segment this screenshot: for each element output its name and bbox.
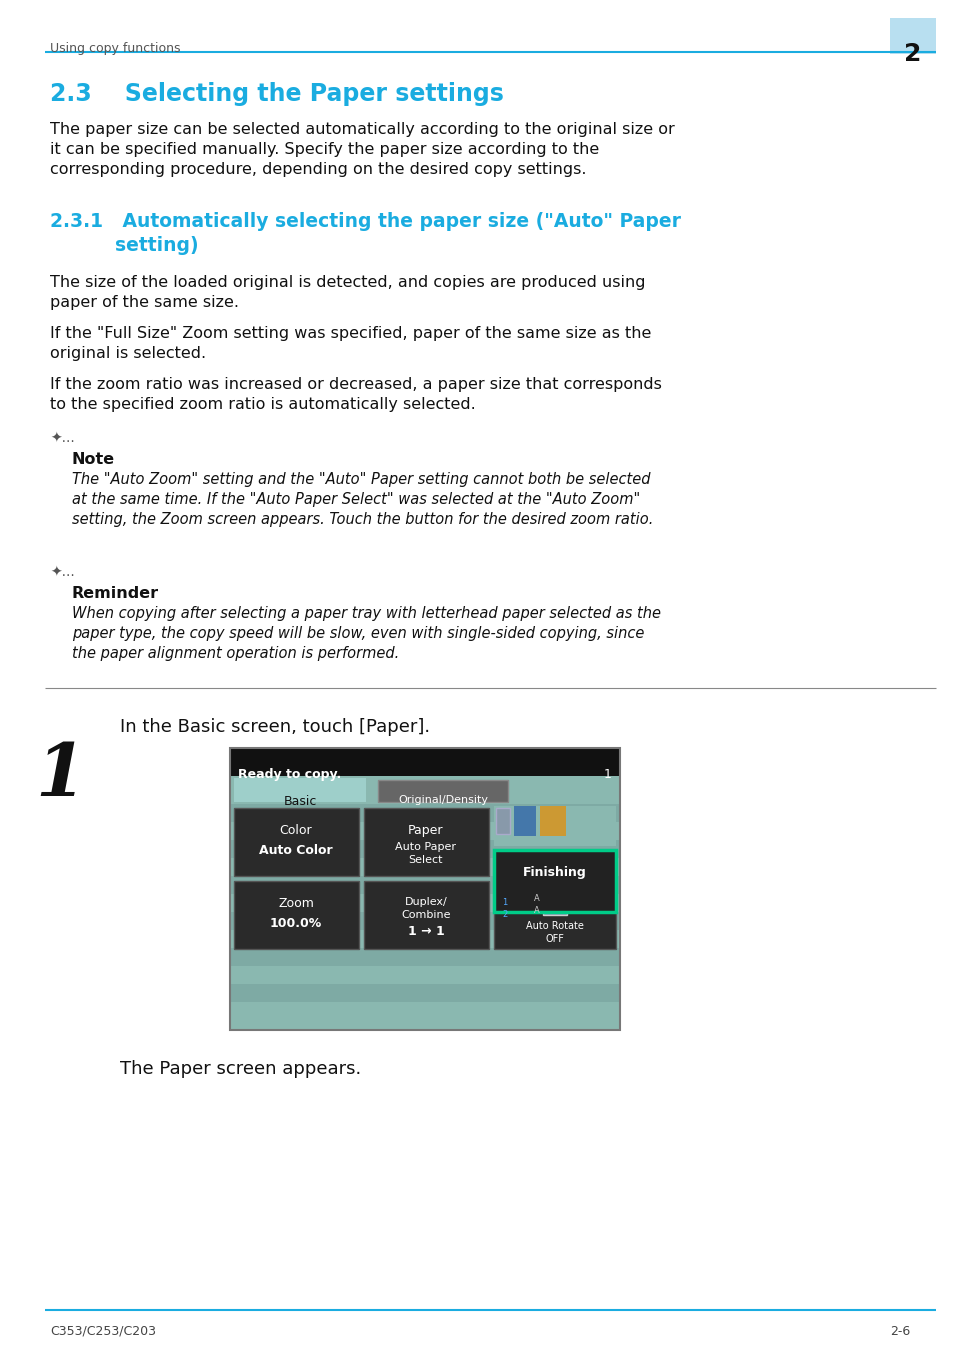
Text: The Paper screen appears.: The Paper screen appears. [120, 1060, 361, 1079]
Text: 1: 1 [35, 740, 85, 811]
Text: 1: 1 [603, 768, 612, 782]
Bar [230, 822, 619, 840]
Text: Paper: Paper [408, 824, 443, 837]
Bar [530, 878, 552, 900]
Text: C353/C253/C203: C353/C253/C203 [50, 1324, 156, 1338]
Text: Auto Rotate
OFF: Auto Rotate OFF [525, 921, 583, 944]
Text: Reminder: Reminder [71, 586, 159, 601]
Text: setting): setting) [50, 236, 198, 255]
Bar [230, 913, 619, 930]
Text: Auto Color: Auto Color [259, 844, 333, 857]
Bar [230, 948, 619, 967]
Bar [230, 930, 619, 948]
Bar [497, 878, 525, 900]
Bar [230, 748, 619, 776]
Text: In the Basic screen, touch [Paper].: In the Basic screen, touch [Paper]. [120, 718, 430, 736]
Bar [230, 1002, 619, 1021]
Bar [230, 776, 619, 805]
Text: Basic: Basic [283, 795, 316, 809]
Text: Original/Density: Original/Density [397, 795, 488, 805]
Bar [494, 806, 616, 846]
Bar [494, 850, 616, 913]
Text: 1 → 1: 1 → 1 [407, 925, 444, 938]
Bar [539, 806, 565, 836]
Text: Ready to copy.: Ready to copy. [237, 768, 341, 782]
Text: 2.3    Selecting the Paper settings: 2.3 Selecting the Paper settings [50, 82, 503, 107]
Bar [230, 840, 619, 859]
Text: 100.0%: 100.0% [270, 917, 322, 930]
Bar [364, 882, 489, 949]
Bar [230, 748, 619, 1030]
Bar [494, 882, 616, 949]
Bar [542, 886, 566, 915]
Bar [230, 967, 619, 984]
Text: Duplex/
Combine: Duplex/ Combine [401, 896, 450, 921]
Text: Note: Note [71, 452, 115, 467]
Text: Using copy functions: Using copy functions [50, 42, 180, 55]
Bar [230, 876, 619, 894]
Bar [233, 778, 366, 802]
Bar [230, 805, 619, 822]
Text: Finishing: Finishing [522, 865, 586, 879]
Text: ✦...: ✦... [50, 432, 74, 446]
Text: 2: 2 [903, 42, 921, 66]
Text: If the zoom ratio was increased or decreased, a paper size that corresponds
to t: If the zoom ratio was increased or decre… [50, 377, 661, 412]
Text: 2.3.1   Automatically selecting the paper size ("Auto" Paper: 2.3.1 Automatically selecting the paper … [50, 212, 680, 231]
Text: Zoom: Zoom [277, 896, 314, 910]
Bar [230, 984, 619, 1002]
Text: The paper size can be selected automatically according to the original size or
i: The paper size can be selected automatic… [50, 122, 674, 177]
Text: The size of the loaded original is detected, and copies are produced using
paper: The size of the loaded original is detec… [50, 275, 645, 309]
Text: 1
2: 1 2 [501, 898, 507, 919]
Text: When copying after selecting a paper tray with letterhead paper selected as the
: When copying after selecting a paper tra… [71, 606, 660, 660]
Text: ✦...: ✦... [50, 566, 74, 580]
Bar [233, 809, 358, 876]
Bar [230, 894, 619, 913]
Text: A
A: A A [534, 894, 539, 915]
Bar [496, 809, 510, 834]
Bar [514, 806, 536, 836]
Text: The "Auto Zoom" setting and the "Auto" Paper setting cannot both be selected
at : The "Auto Zoom" setting and the "Auto" P… [71, 472, 653, 526]
Text: If the "Full Size" Zoom setting was specified, paper of the same size as the
ori: If the "Full Size" Zoom setting was spec… [50, 325, 651, 360]
Text: Color: Color [279, 824, 312, 837]
Text: 2-6: 2-6 [889, 1324, 909, 1338]
Bar [364, 809, 489, 876]
Text: Auto Paper
Select: Auto Paper Select [395, 842, 456, 865]
Bar [230, 748, 619, 1030]
Bar [377, 780, 507, 802]
Bar [230, 859, 619, 876]
Bar [233, 882, 358, 949]
Bar [889, 18, 935, 54]
